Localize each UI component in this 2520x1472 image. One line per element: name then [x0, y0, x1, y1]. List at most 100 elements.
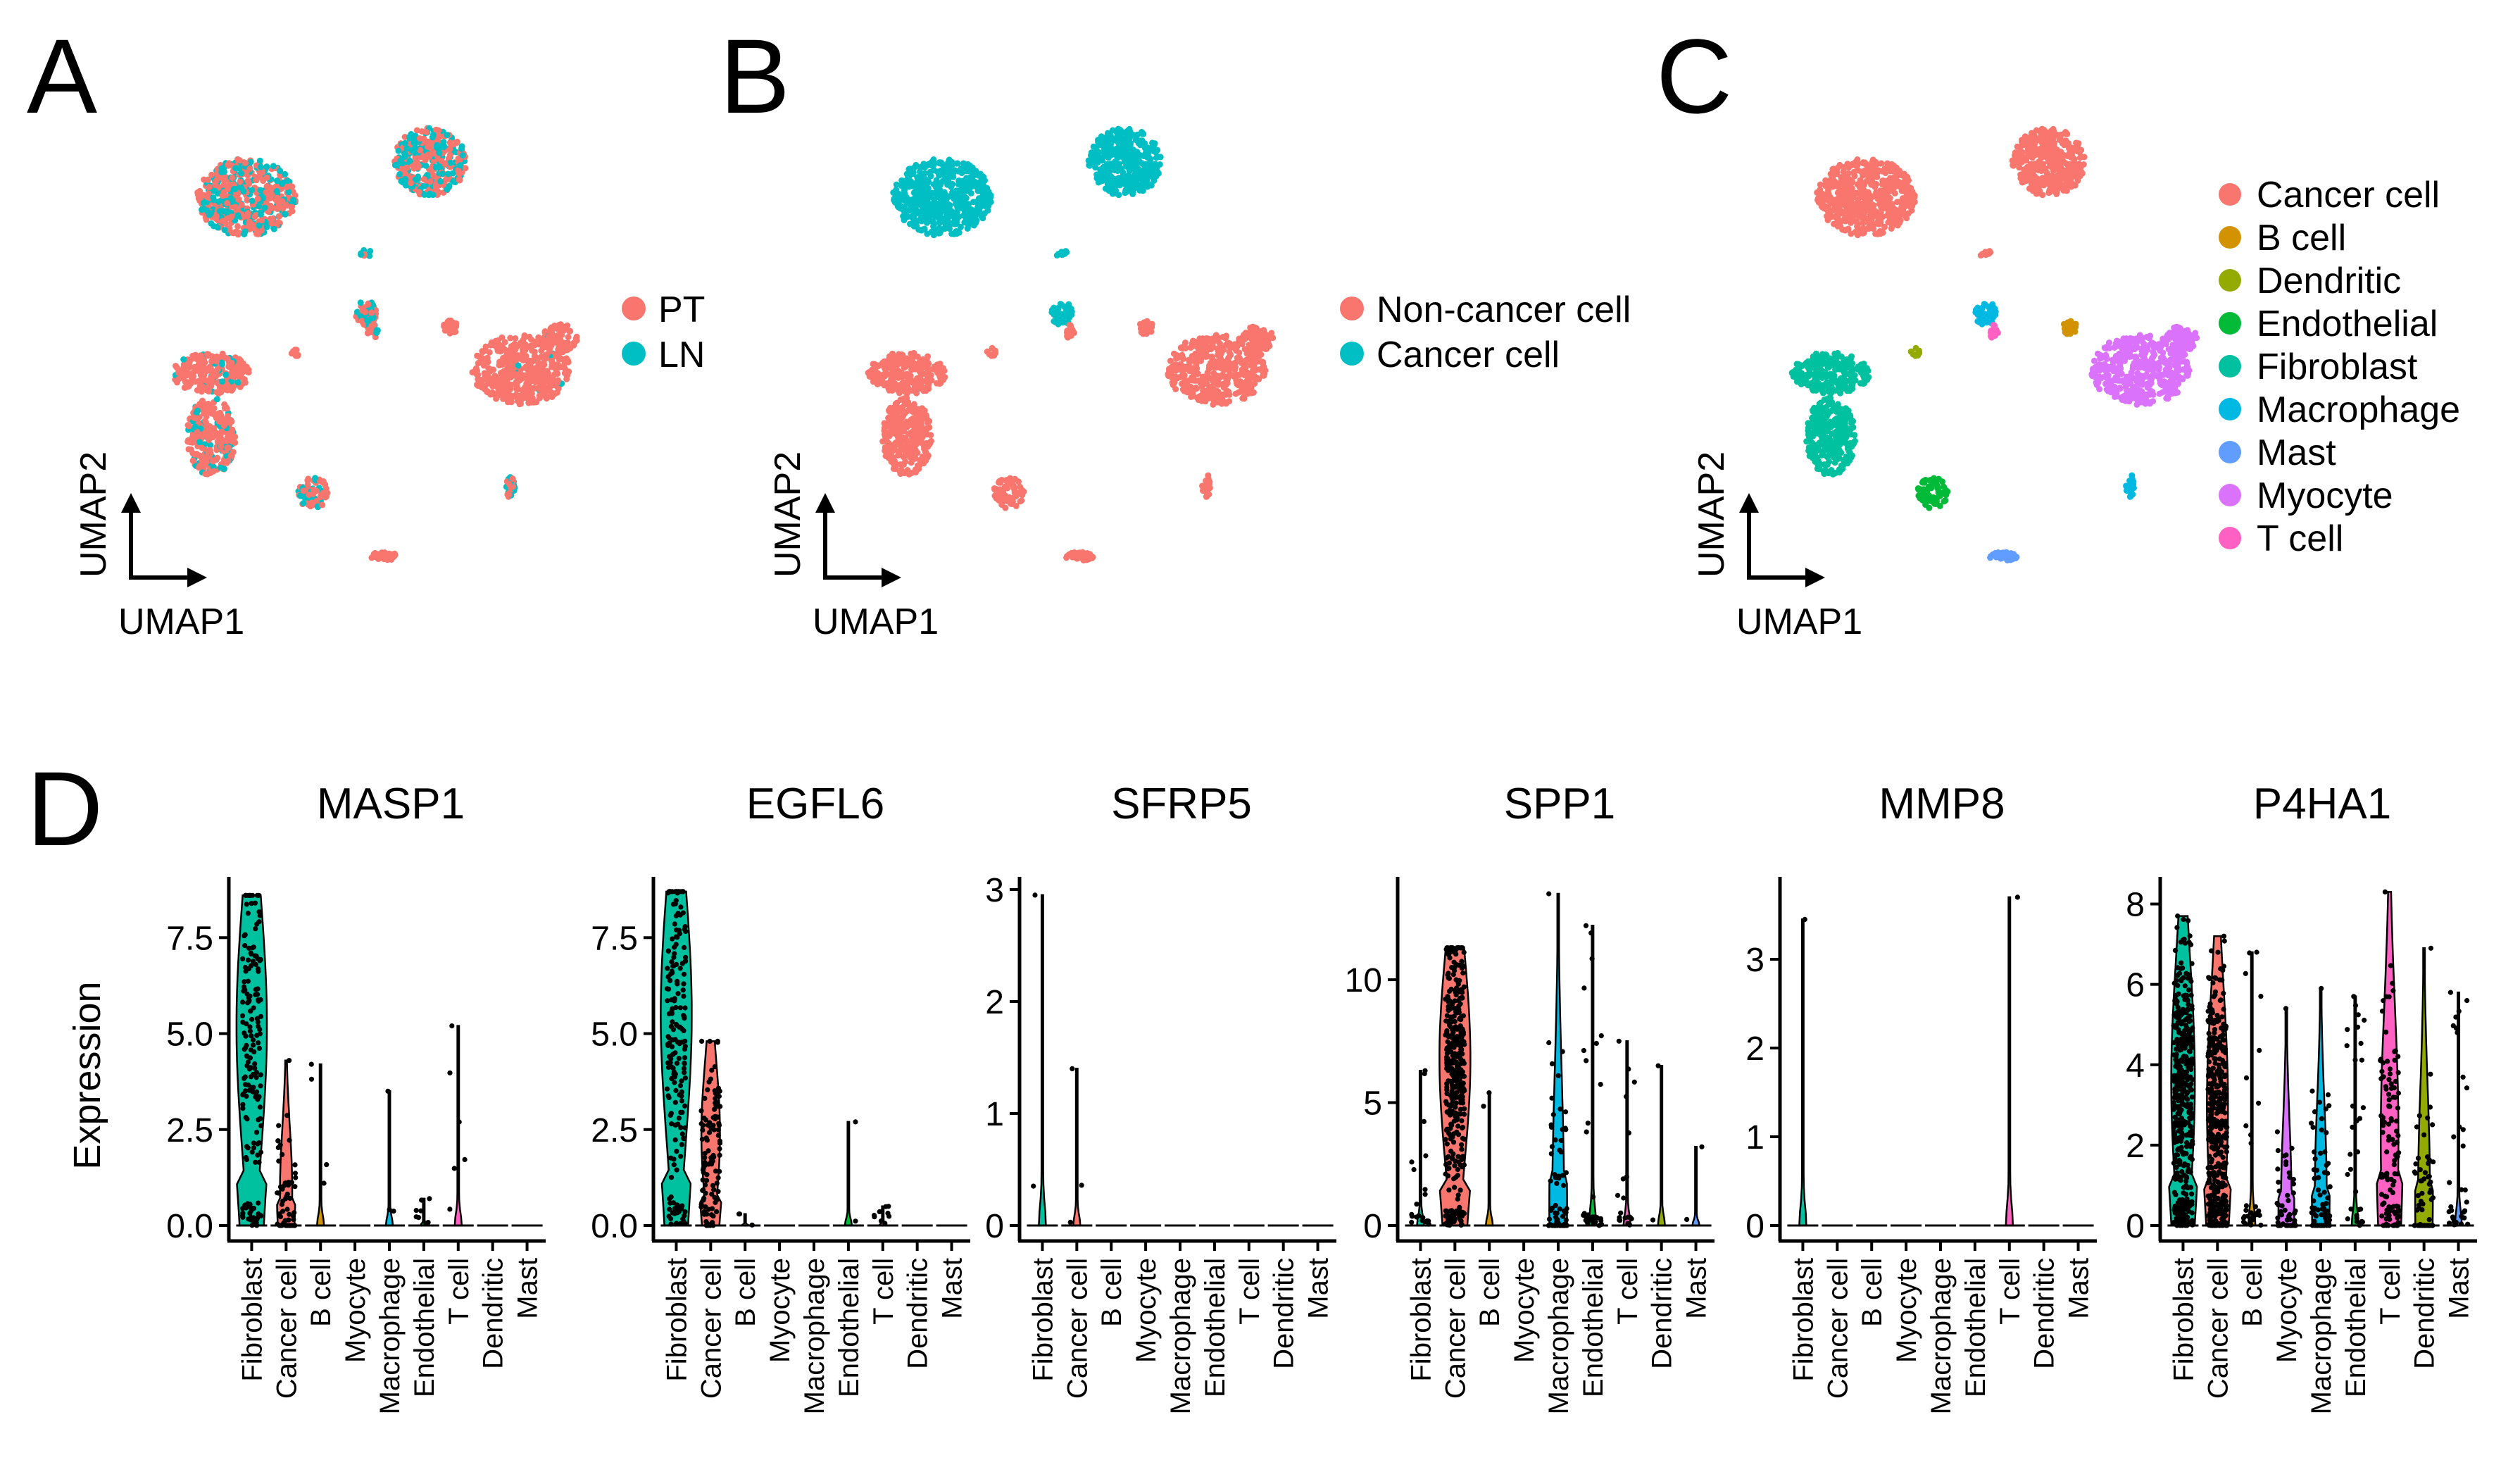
umap-point — [905, 361, 913, 368]
umap-point — [1237, 379, 1243, 386]
umap-point — [1110, 161, 1117, 168]
umap-cluster — [1085, 125, 1164, 199]
umap-point — [872, 367, 879, 374]
umap-point — [1894, 199, 1900, 206]
umap-point — [903, 418, 910, 425]
legend-swatch-cancer — [1340, 342, 1364, 366]
umap-point — [882, 447, 889, 454]
umap-point — [229, 203, 236, 210]
umap-point — [474, 352, 481, 359]
legend-a: PT LN — [622, 289, 705, 375]
umap-point — [282, 170, 289, 177]
umap-point — [220, 189, 227, 196]
umap-point — [525, 358, 532, 365]
umap-point — [265, 195, 272, 202]
umap-point — [486, 349, 493, 356]
umap-point — [192, 378, 199, 385]
umap-point — [1123, 154, 1129, 161]
umap-point — [401, 139, 408, 146]
umap-point — [253, 230, 260, 237]
umap-point — [279, 180, 285, 187]
umap-point — [1179, 386, 1186, 393]
umap-point — [222, 220, 229, 227]
umap-point — [1894, 167, 1901, 173]
umap-point — [512, 346, 519, 353]
legend-item-non-cancer: Non-cancer cell — [1340, 289, 1631, 330]
umap-point — [285, 189, 292, 196]
umap-point — [1260, 372, 1266, 379]
umap-point — [889, 364, 896, 371]
umap-point — [542, 351, 549, 358]
umap-point — [237, 157, 244, 164]
umap-point — [203, 193, 211, 200]
umap-point — [364, 330, 371, 337]
umap-point — [515, 397, 522, 404]
umap-point — [211, 187, 218, 194]
umap-point — [910, 447, 917, 454]
umap-point — [423, 138, 430, 145]
umap-point — [537, 364, 544, 371]
umap-point — [199, 206, 205, 213]
umap-point — [1250, 333, 1258, 340]
umap-point — [277, 168, 284, 175]
umap-point — [259, 195, 266, 202]
umap-point — [199, 444, 206, 451]
umap-point — [308, 499, 315, 506]
umap-point — [542, 343, 549, 350]
umap-point — [940, 376, 947, 383]
umap-point — [896, 416, 903, 423]
umap-point — [1825, 185, 1832, 192]
umap-point — [289, 204, 295, 211]
umap-cluster — [984, 344, 999, 359]
umap-point — [1093, 175, 1101, 182]
umap-point — [413, 161, 420, 168]
umap-point — [234, 379, 242, 386]
umap-point — [521, 332, 528, 339]
umap-point — [1843, 208, 1850, 215]
umap-point — [476, 382, 483, 389]
umap-point — [1888, 225, 1895, 232]
umap-point — [898, 466, 905, 473]
umap-point — [1860, 172, 1867, 179]
umap-point — [1225, 354, 1231, 361]
umap-point — [944, 172, 951, 179]
umap-point — [535, 378, 542, 385]
umap-point — [1241, 332, 1248, 338]
umap-point — [887, 357, 894, 364]
umap-point — [221, 354, 228, 361]
umap-point — [531, 353, 538, 360]
umap-point — [190, 368, 197, 375]
umap-point — [936, 172, 943, 179]
umap-point — [914, 218, 921, 225]
umap-point — [1848, 162, 1855, 169]
umap-point — [254, 195, 261, 202]
umap-point — [546, 333, 552, 340]
umap-point — [1261, 366, 1267, 373]
umap-point — [444, 170, 451, 177]
umap-point — [1887, 210, 1894, 217]
umap-point — [483, 371, 490, 378]
umap-point — [213, 213, 220, 220]
umap-point — [455, 167, 462, 174]
umap-point — [923, 377, 929, 384]
umap-point — [1827, 170, 1834, 177]
umap-point — [231, 185, 237, 192]
umap-c — [1788, 125, 2200, 563]
umap-point — [432, 164, 439, 171]
umap-point — [976, 172, 983, 179]
umap-point — [447, 159, 454, 166]
umap-point — [1250, 363, 1258, 370]
umap-point — [914, 375, 920, 382]
umap-point — [1136, 187, 1143, 194]
umap-point — [1223, 387, 1230, 394]
umap-point — [1212, 332, 1220, 339]
umap-point — [490, 375, 497, 382]
umap-point — [274, 206, 281, 212]
umap-point — [194, 407, 201, 414]
umap-point — [956, 201, 963, 208]
umap-point — [211, 425, 218, 432]
umap-point — [429, 134, 436, 141]
umap-point — [203, 454, 211, 461]
umap-point — [1092, 164, 1099, 171]
